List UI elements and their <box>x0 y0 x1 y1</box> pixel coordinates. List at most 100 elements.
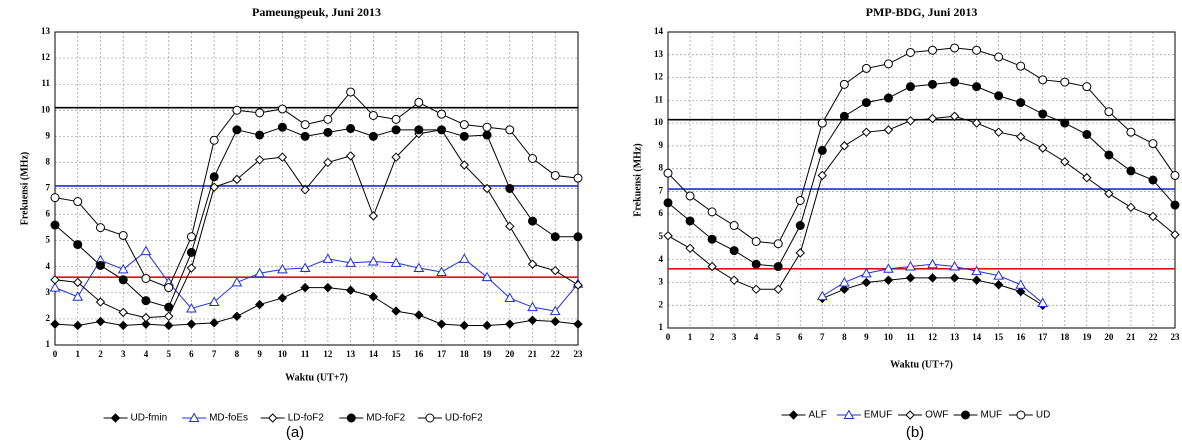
point <box>277 263 288 274</box>
point <box>1082 129 1092 139</box>
plot-frame <box>667 31 1176 329</box>
point <box>49 282 61 292</box>
point <box>950 77 960 87</box>
y-axis-label: Frekuensi (MHz) <box>632 143 643 216</box>
point <box>685 243 695 254</box>
point <box>1104 107 1114 117</box>
legend-marker <box>425 413 435 423</box>
point <box>163 311 174 322</box>
point <box>459 131 469 141</box>
point <box>1038 143 1048 153</box>
point <box>685 191 695 201</box>
point <box>1170 229 1180 240</box>
x-tick-label: 9 <box>257 349 262 359</box>
point <box>773 239 783 249</box>
x-tick-label: 18 <box>460 349 470 359</box>
x-tick-label: 21 <box>528 349 538 359</box>
x-tick-label: 2 <box>710 332 715 342</box>
point <box>663 168 673 178</box>
x-tick-label: 10 <box>884 332 894 342</box>
y-tick-label: 10 <box>41 104 51 114</box>
point <box>550 170 560 180</box>
point <box>322 253 334 263</box>
point <box>729 275 739 285</box>
x-tick-label: 15 <box>994 332 1004 342</box>
point <box>459 320 470 331</box>
point <box>50 319 60 329</box>
legend-marker <box>843 409 855 419</box>
x-tick-label: 23 <box>1171 332 1181 342</box>
point <box>414 310 424 320</box>
point <box>773 284 783 294</box>
point <box>50 220 60 230</box>
x-tick-label: 0 <box>666 332 671 342</box>
point <box>95 297 106 307</box>
point <box>163 320 174 331</box>
x-tick-label: 20 <box>1104 332 1114 342</box>
point <box>413 262 425 273</box>
point <box>550 265 560 276</box>
point <box>751 259 761 269</box>
caption: (b) <box>906 424 924 441</box>
point <box>883 125 894 135</box>
point <box>505 319 515 329</box>
point <box>323 127 333 137</box>
point <box>928 79 938 89</box>
point <box>118 307 128 318</box>
x-tick-label: 11 <box>906 332 915 342</box>
y-tick-label: 13 <box>41 26 51 36</box>
legend-label: UD-foF2 <box>445 413 483 424</box>
x-tick-label: 8 <box>235 349 240 359</box>
y-tick-label: 1 <box>659 322 664 332</box>
point <box>391 152 401 162</box>
point <box>1015 132 1026 142</box>
point <box>861 277 872 288</box>
point <box>414 97 424 107</box>
x-tick-label: 3 <box>121 349 126 359</box>
x-tick-label: 8 <box>842 332 847 342</box>
point <box>905 261 916 271</box>
point <box>949 261 960 271</box>
point <box>927 113 938 124</box>
point <box>254 155 265 165</box>
point <box>817 170 828 181</box>
x-tick-label: 16 <box>1016 332 1026 342</box>
point <box>1148 139 1158 149</box>
point <box>391 125 401 135</box>
point <box>905 82 915 92</box>
point <box>209 172 219 182</box>
point <box>277 152 288 162</box>
point <box>391 114 401 124</box>
y-tick-label: 11 <box>654 94 663 104</box>
point <box>436 319 447 329</box>
x-tick-label: 5 <box>776 332 781 342</box>
point <box>391 306 401 316</box>
point <box>861 267 872 278</box>
y-tick-label: 7 <box>46 183 51 193</box>
point <box>482 122 492 132</box>
chart-title: PMP-BDG, Juni 2013 <box>866 5 978 19</box>
series-line <box>667 47 1176 245</box>
legend-marker <box>110 413 121 423</box>
point <box>231 276 243 287</box>
point <box>905 47 915 57</box>
point <box>209 135 219 145</box>
point <box>905 116 916 126</box>
x-tick-label: 12 <box>323 349 333 359</box>
point <box>550 232 560 242</box>
x-tick-label: 7 <box>212 349 217 359</box>
point <box>994 52 1004 62</box>
point <box>950 43 960 53</box>
point <box>208 296 220 306</box>
point <box>345 257 356 267</box>
legend-label: MUF <box>981 410 1003 421</box>
point <box>345 151 356 161</box>
x-tick-label: 6 <box>189 349 194 359</box>
point <box>1016 98 1026 108</box>
x-tick-label: 1 <box>688 332 693 342</box>
x-tick-label: 12 <box>928 332 938 342</box>
point <box>255 130 265 140</box>
point <box>949 111 960 121</box>
point <box>971 275 982 285</box>
